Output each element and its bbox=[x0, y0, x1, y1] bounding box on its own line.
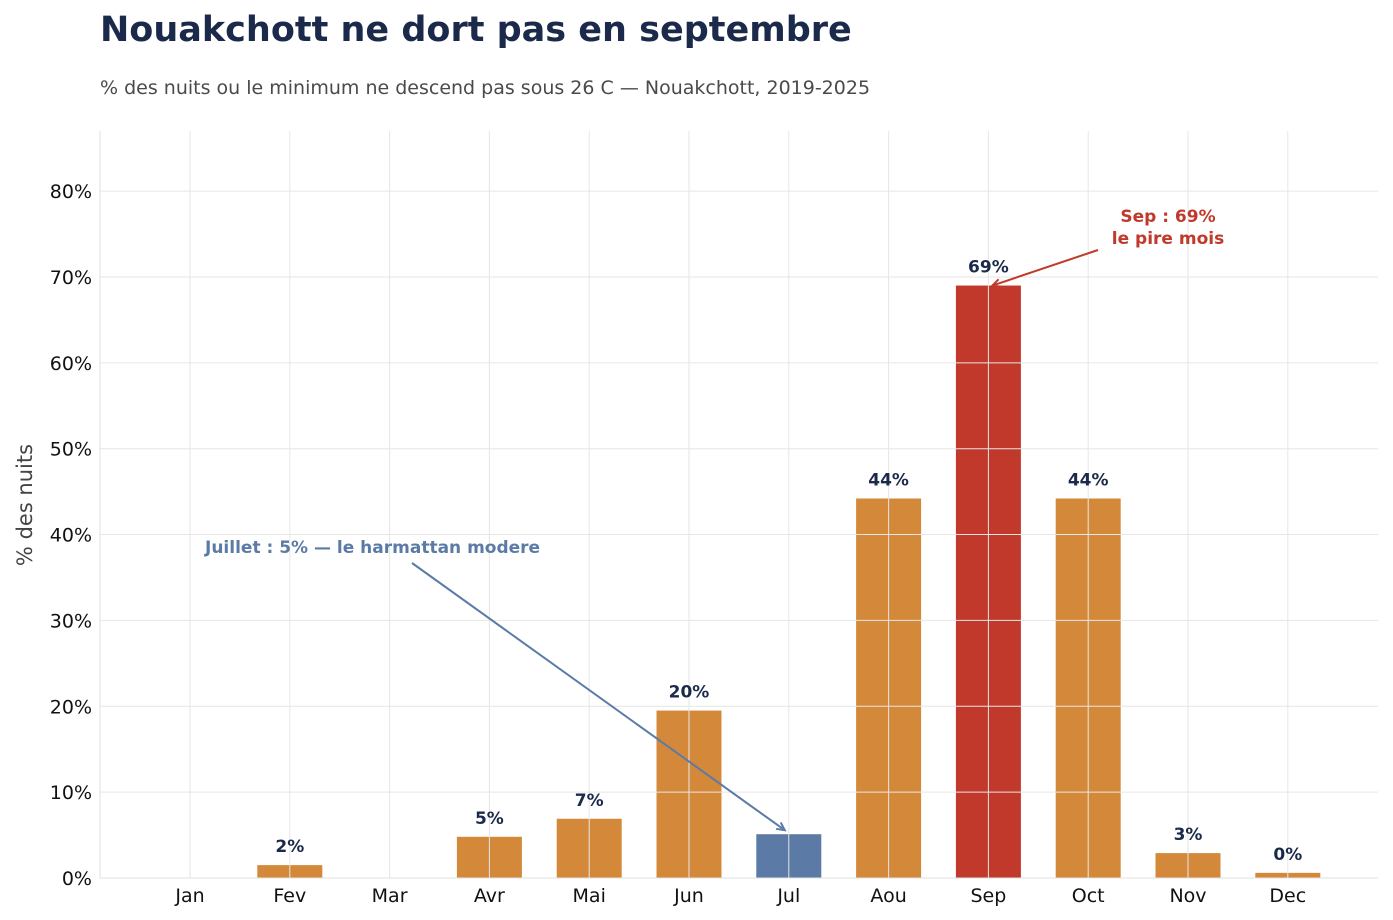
annotation-arrow bbox=[411, 562, 785, 830]
y-tick-label: 10% bbox=[50, 782, 92, 804]
x-tick-label: Jan bbox=[174, 885, 204, 907]
annotation-jul: Juillet : 5% — le harmattan modere bbox=[204, 538, 540, 558]
data-label: 3% bbox=[1174, 825, 1203, 845]
x-tick-label: Mar bbox=[372, 885, 408, 907]
data-label: 0% bbox=[1273, 845, 1302, 865]
y-tick-label: 60% bbox=[50, 353, 92, 375]
data-label: 44% bbox=[1068, 470, 1109, 490]
x-tick-label: Mai bbox=[573, 885, 606, 907]
y-axis-label: % des nuits bbox=[13, 444, 37, 566]
x-tick-label: Fev bbox=[273, 885, 306, 907]
y-tick-label: 30% bbox=[50, 610, 92, 632]
chart-title: Nouakchott ne dort pas en septembre bbox=[100, 10, 852, 50]
y-tick-label: 70% bbox=[50, 267, 92, 289]
annotation-line: Sep : 69% bbox=[1120, 207, 1215, 227]
x-tick-label: Jun bbox=[673, 885, 704, 907]
x-tick-label: Avr bbox=[474, 885, 505, 907]
y-tick-label: 20% bbox=[50, 696, 92, 718]
annotation-arrow bbox=[992, 249, 1099, 286]
annotation-line: le pire mois bbox=[1112, 229, 1224, 249]
y-tick-label: 80% bbox=[50, 181, 92, 203]
data-label: 2% bbox=[275, 837, 304, 857]
x-tick-label: Aou bbox=[870, 885, 906, 907]
data-label: 44% bbox=[868, 470, 909, 490]
chart-subtitle: % des nuits ou le minimum ne descend pas… bbox=[100, 77, 871, 99]
x-tick-label: Nov bbox=[1169, 885, 1206, 907]
data-label: 5% bbox=[475, 809, 504, 829]
x-tick-label: Jul bbox=[776, 885, 800, 907]
x-tick-label: Oct bbox=[1072, 885, 1105, 907]
x-tick-label: Sep bbox=[970, 885, 1006, 907]
y-tick-label: 40% bbox=[50, 525, 92, 547]
y-tick-label: 50% bbox=[50, 439, 92, 461]
y-tick-label: 0% bbox=[62, 868, 92, 890]
data-label: 69% bbox=[968, 258, 1009, 278]
x-tick-label: Dec bbox=[1269, 885, 1306, 907]
annotation-line: Juillet : 5% — le harmattan modere bbox=[204, 538, 540, 558]
data-label: 7% bbox=[575, 791, 604, 811]
annotation-sep: Sep : 69% le pire mois bbox=[1112, 207, 1224, 249]
data-label: 20% bbox=[669, 683, 710, 703]
